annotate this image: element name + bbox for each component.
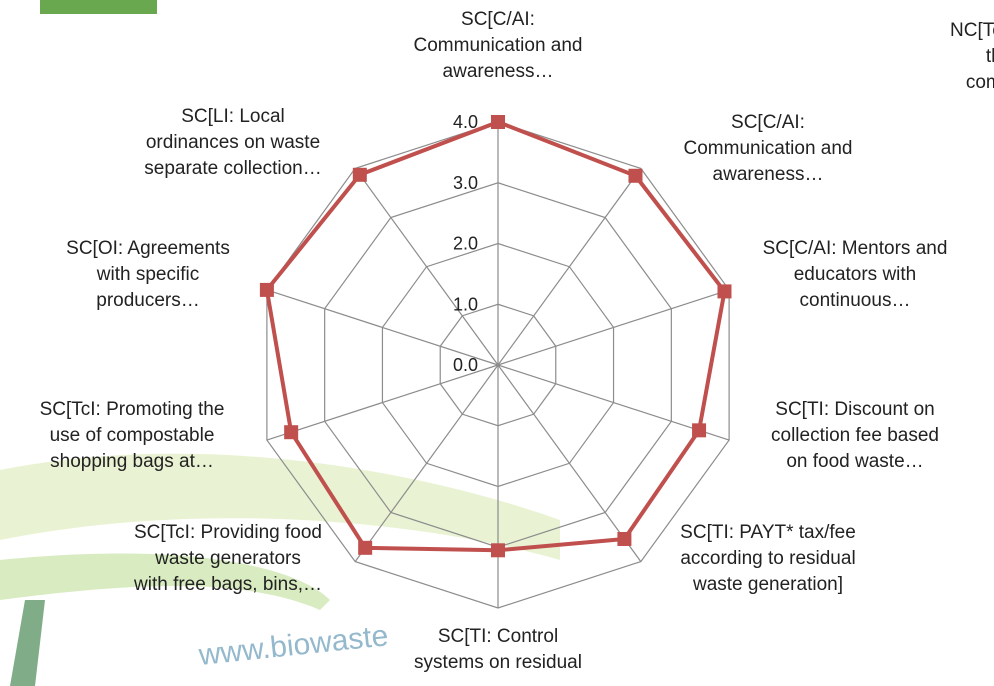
spoke	[497, 364, 642, 562]
axis-label: SC[TcI: Promoting the use of compostable…	[39, 399, 225, 472]
spoke	[266, 364, 499, 441]
axis-label: SC[LI: Local ordinances on waste separat…	[144, 106, 322, 179]
marker	[358, 540, 373, 555]
logo-block	[40, 0, 157, 14]
spoke	[497, 289, 730, 366]
marker	[628, 168, 643, 183]
watermark: www.biowaste	[196, 619, 389, 672]
axis-label: SC[TI: Control systems on residual	[414, 626, 582, 673]
spoke	[266, 289, 499, 366]
watermark-swoosh	[0, 553, 330, 610]
spoke	[497, 168, 642, 366]
axis-label: SC[TcI: Providing food waste generators …	[134, 522, 322, 595]
spoke	[354, 364, 499, 562]
marker	[491, 543, 505, 558]
tick-label: 1.0	[453, 294, 478, 314]
cropped-text: NC[TcI: the comp	[950, 20, 994, 93]
spoke	[354, 168, 499, 366]
axis-label: SC[C/AI: Communication and awareness…	[413, 9, 583, 82]
axis-label: SC[C/AI: Mentors and educators with cont…	[762, 238, 948, 311]
tick-label: 2.0	[453, 234, 478, 254]
marker	[717, 284, 732, 299]
tick-label: 4.0	[453, 112, 478, 132]
watermark-swoosh	[0, 453, 560, 560]
tick-label: 3.0	[453, 173, 478, 193]
marker	[259, 282, 274, 297]
tick-label: 0.0	[453, 355, 478, 375]
spoke	[497, 364, 730, 441]
axis-label: SC[TI: PAYT* tax/fee according to residu…	[680, 522, 856, 595]
axis-label: SC[OI: Agreements with specific producer…	[66, 238, 230, 311]
marker	[352, 167, 367, 182]
axis-label: SC[TI: Discount on collection fee based …	[771, 399, 939, 472]
watermark-stem	[10, 600, 45, 686]
marker	[491, 115, 505, 129]
axis-label: SC[C/AI: Communication and awareness…	[683, 112, 853, 185]
marker	[617, 531, 632, 546]
marker	[692, 423, 707, 438]
marker	[284, 425, 299, 440]
